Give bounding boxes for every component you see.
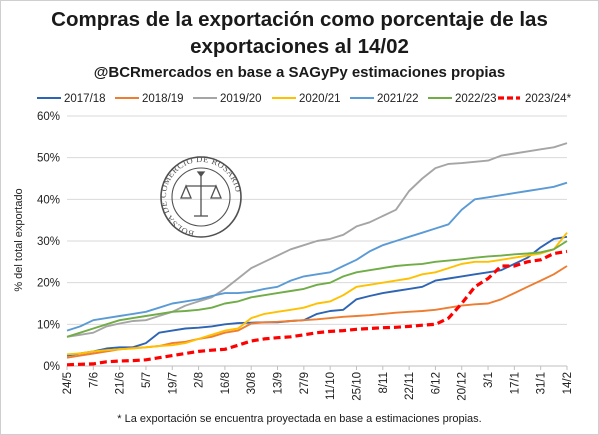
legend: 2017/18 2018/19 2019/20 2020/21 2021/22 2022/…: [37, 93, 572, 105]
legend-label: 2023/24*: [525, 93, 572, 105]
x-tick-label: 7/6: [88, 372, 100, 388]
y-tick-label: 60%: [37, 111, 60, 123]
x-tick-label: 27/9: [299, 372, 311, 394]
x-tick-label: 20/12: [457, 372, 469, 401]
bolsa-de-comercio-seal: BOLSA DE COMERCIO DE ROSARIO: [158, 154, 243, 239]
x-tick-label: 3/1: [483, 372, 495, 388]
x-tick-label: 30/8: [246, 372, 258, 394]
x-tick-label: 6/12: [430, 372, 442, 394]
chart-title-line-1: Compras de la exportación como porcentaj…: [51, 8, 548, 31]
chart-title-line-2: exportaciones al 14/02: [190, 35, 409, 58]
y-tick-label: 20%: [37, 278, 60, 290]
x-tick-label: 16/8: [220, 372, 232, 394]
x-tick-label: 13/9: [273, 372, 285, 394]
y-tick-label: 40%: [37, 194, 60, 206]
series-line-2023-24: [66, 249, 568, 367]
series-line-2019-20: [66, 142, 568, 338]
x-tick-label: 17/1: [509, 372, 521, 394]
axes: 0% 10% 20% 30% 40% 50% 60% 24/5 7/6 21/6 5/7 19/7 2/…: [37, 111, 574, 401]
chart-subtitle: @BCRmercados en base a SAGyPy estimacion…: [93, 64, 506, 81]
x-tick-label: 14/2: [562, 372, 574, 394]
scales-of-justice-icon: [180, 171, 222, 217]
y-axis-label: % del total exportado: [13, 188, 25, 291]
x-tick-label: 19/7: [167, 372, 179, 394]
y-tick-label: 10%: [37, 319, 60, 331]
x-tick-label: 21/6: [115, 372, 127, 394]
legend-label: 2021/22: [377, 93, 419, 105]
gridlines: [67, 115, 567, 325]
legend-label: 2019/20: [220, 93, 262, 105]
y-tick-label: 0%: [43, 361, 60, 373]
series-line-2017-18: [66, 235, 568, 357]
legend-label: 2022/23: [455, 93, 497, 105]
x-tick-label: 25/10: [351, 372, 363, 401]
x-tick-label: 31/1: [536, 372, 548, 394]
x-tick-label: 8/11: [378, 372, 390, 394]
x-tick-label: 2/8: [194, 372, 206, 388]
series-lines: [66, 142, 568, 367]
series-line-2021-22: [66, 181, 568, 332]
y-tick-label: 50%: [37, 153, 60, 165]
series-line-2020-21: [66, 232, 568, 356]
legend-label: 2020/21: [299, 93, 341, 105]
x-tick-label: 5/7: [141, 372, 153, 388]
legend-label: 2017/18: [64, 93, 106, 105]
legend-label: 2018/19: [142, 93, 184, 105]
x-tick-label: 24/5: [62, 372, 74, 394]
x-tick-label: 22/11: [404, 372, 416, 400]
x-tick-label: 11/10: [325, 372, 337, 400]
series-line-2022-23: [66, 240, 568, 338]
chart-title: Compras de la exportación como porcentaj…: [0, 6, 599, 60]
footnote: * La exportación se encuentra proyectada…: [117, 413, 482, 425]
y-tick-label: 30%: [37, 236, 60, 248]
